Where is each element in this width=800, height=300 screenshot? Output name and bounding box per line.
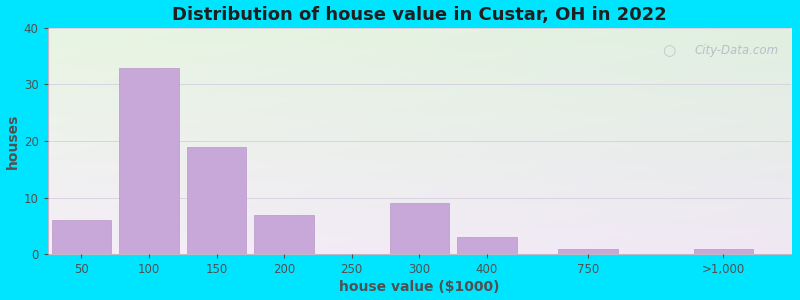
Bar xyxy=(558,249,618,254)
Y-axis label: houses: houses xyxy=(6,113,19,169)
Bar xyxy=(390,203,449,254)
Bar xyxy=(187,147,246,254)
Bar xyxy=(254,214,314,254)
Title: Distribution of house value in Custar, OH in 2022: Distribution of house value in Custar, O… xyxy=(172,6,666,24)
Bar xyxy=(457,237,517,254)
Bar xyxy=(694,249,753,254)
Text: ○: ○ xyxy=(662,43,675,58)
Text: City-Data.com: City-Data.com xyxy=(694,44,778,57)
X-axis label: house value ($1000): house value ($1000) xyxy=(339,280,499,294)
Bar xyxy=(119,68,178,254)
Bar xyxy=(52,220,111,254)
